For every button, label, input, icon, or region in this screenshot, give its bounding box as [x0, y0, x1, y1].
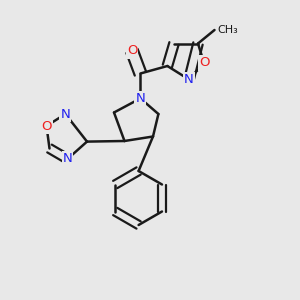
Text: O: O	[199, 56, 209, 70]
Text: O: O	[127, 44, 137, 58]
Text: O: O	[41, 119, 52, 133]
Text: N: N	[63, 152, 72, 166]
Text: CH₃: CH₃	[218, 25, 238, 35]
Text: N: N	[184, 73, 194, 86]
Text: N: N	[136, 92, 145, 105]
Text: N: N	[61, 107, 70, 121]
